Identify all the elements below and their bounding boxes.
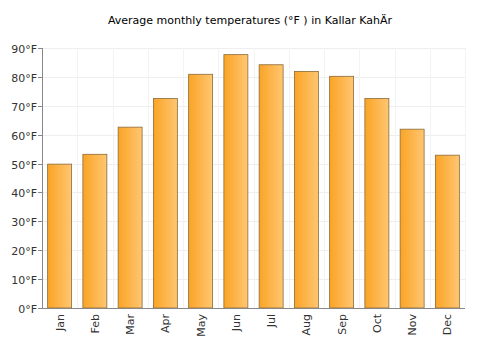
grid-line-vertical (359, 48, 360, 308)
x-tick-label: Jul (265, 314, 278, 328)
y-tick-label: 10°F (11, 274, 37, 287)
x-tick-label: Feb (89, 314, 102, 333)
x-tick-label: Jan (54, 314, 67, 332)
y-tick (38, 106, 42, 107)
bar (48, 164, 72, 308)
y-tick (38, 77, 42, 78)
x-tick-label: Aug (300, 314, 313, 335)
grid-line-vertical (289, 48, 290, 308)
y-tick-label: 40°F (11, 187, 37, 200)
bar (365, 99, 389, 308)
grid-line (42, 48, 465, 49)
grid-line-vertical (254, 48, 255, 308)
x-axis (42, 308, 465, 309)
x-tick-label: Oct (371, 313, 384, 333)
bar (118, 127, 142, 308)
grid-line-vertical (42, 48, 43, 308)
grid-line-vertical (77, 48, 78, 308)
x-tick-label: Sep (336, 314, 349, 335)
grid (42, 48, 466, 309)
y-tick (38, 192, 42, 193)
y-tick (38, 221, 42, 222)
y-tick-label: 50°F (11, 159, 37, 172)
grid-line-vertical (183, 48, 184, 308)
bar (259, 65, 283, 308)
grid-line (42, 308, 465, 309)
bar (435, 155, 459, 308)
grid-line-vertical (395, 48, 396, 308)
chart-container: Average monthly temperatures (°F ) in Ka… (0, 0, 500, 350)
y-tick (38, 279, 42, 280)
x-tick-label: Apr (159, 314, 172, 334)
y-tick-label: 90°F (11, 43, 37, 56)
chart-svg: Average monthly temperatures (°F ) in Ka… (0, 0, 500, 350)
y-tick-label: 0°F (18, 303, 37, 316)
bar (83, 154, 107, 308)
y-tick-label: 20°F (11, 245, 37, 258)
y-tick-label: 80°F (11, 72, 37, 85)
x-tick-label: Nov (406, 314, 419, 336)
grid-line-vertical (148, 48, 149, 308)
y-tick (38, 164, 42, 165)
x-tick-label: May (195, 314, 208, 337)
x-tick-label: Mar (124, 314, 137, 335)
grid-line-vertical (465, 48, 466, 308)
bar (224, 55, 248, 308)
grid-line-vertical (218, 48, 219, 308)
y-tick-label: 60°F (11, 130, 37, 143)
y-tick-label: 30°F (11, 216, 37, 229)
bar (400, 129, 424, 308)
grid-line-vertical (113, 48, 114, 308)
y-tick-label: 70°F (11, 101, 37, 114)
bar (294, 71, 318, 308)
y-tick (38, 308, 42, 309)
title: Average monthly temperatures (°F ) in Ka… (108, 14, 393, 27)
grid-line-vertical (430, 48, 431, 308)
y-tick (38, 48, 42, 49)
y-tick (38, 250, 42, 251)
bar (153, 99, 177, 308)
grid-line-vertical (324, 48, 325, 308)
x-tick-label: Dec (441, 314, 454, 335)
y-tick (38, 135, 42, 136)
bar (189, 74, 213, 308)
bars (48, 55, 460, 308)
bar (330, 76, 354, 308)
x-tick-label: Jun (230, 314, 243, 332)
grid-line (42, 106, 465, 107)
grid-line (42, 77, 465, 78)
y-axis (42, 48, 43, 308)
